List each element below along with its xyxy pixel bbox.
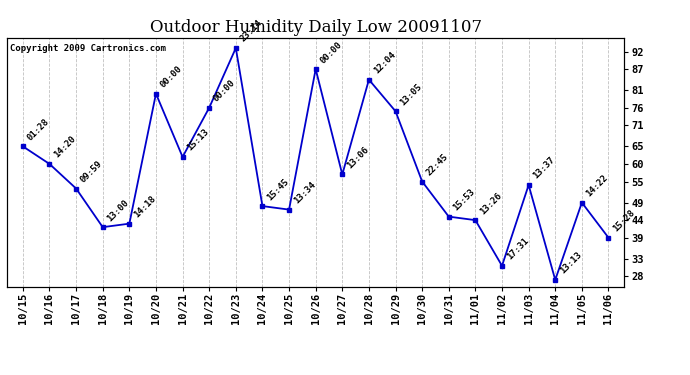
Text: 00:00: 00:00 [212, 78, 237, 104]
Text: 13:37: 13:37 [531, 156, 557, 181]
Text: 23:14: 23:14 [239, 18, 264, 44]
Text: 14:20: 14:20 [52, 134, 78, 160]
Text: 13:06: 13:06 [345, 145, 371, 170]
Text: 15:45: 15:45 [265, 177, 290, 202]
Text: 14:22: 14:22 [584, 173, 610, 198]
Text: Copyright 2009 Cartronics.com: Copyright 2009 Cartronics.com [10, 44, 166, 53]
Text: 15:13: 15:13 [186, 128, 210, 153]
Text: 15:28: 15:28 [611, 208, 637, 234]
Text: 13:26: 13:26 [478, 190, 504, 216]
Text: 13:00: 13:00 [106, 198, 131, 223]
Text: 01:28: 01:28 [26, 117, 51, 142]
Text: 22:45: 22:45 [425, 152, 451, 177]
Text: 00:00: 00:00 [159, 64, 184, 90]
Text: 17:31: 17:31 [505, 236, 530, 262]
Text: 00:00: 00:00 [319, 40, 344, 65]
Text: 15:53: 15:53 [451, 187, 477, 213]
Text: 13:05: 13:05 [398, 82, 424, 107]
Text: 09:59: 09:59 [79, 159, 104, 184]
Text: 12:04: 12:04 [372, 50, 397, 75]
Title: Outdoor Humidity Daily Low 20091107: Outdoor Humidity Daily Low 20091107 [150, 19, 482, 36]
Text: 14:18: 14:18 [132, 194, 157, 219]
Text: 13:34: 13:34 [292, 180, 317, 206]
Text: 13:13: 13:13 [558, 251, 583, 276]
